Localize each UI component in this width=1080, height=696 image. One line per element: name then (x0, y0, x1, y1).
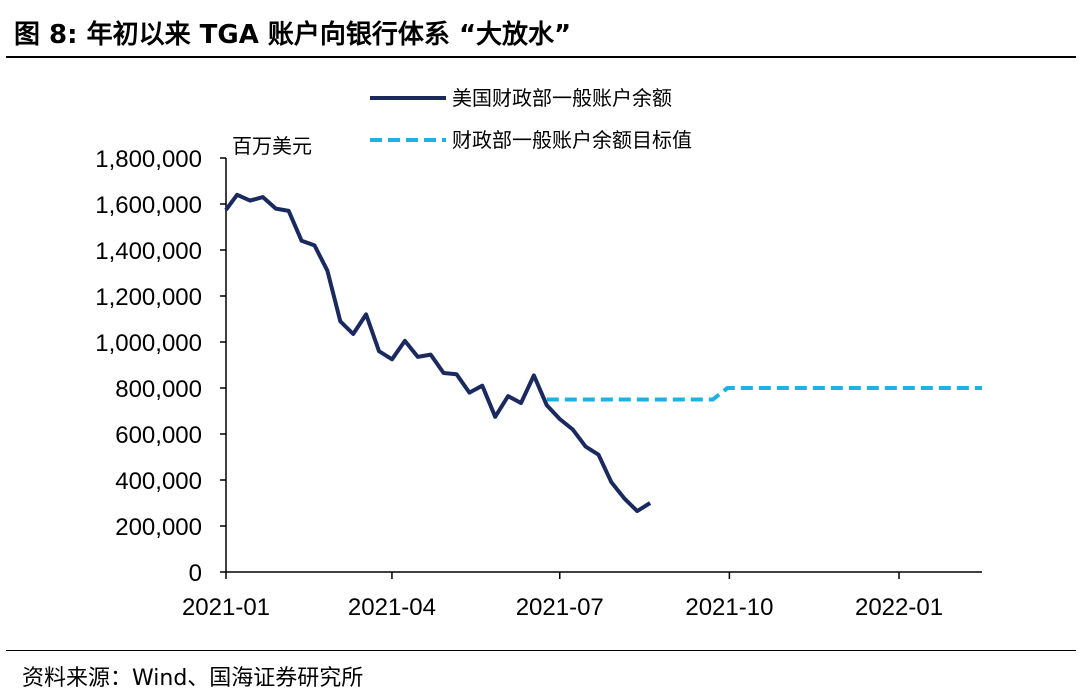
x-tick-label: 2021-07 (516, 594, 604, 621)
x-tick-label: 2021-01 (182, 594, 270, 621)
y-unit-label: 百万美元 (232, 134, 312, 158)
source-note: 资料来源：Wind、国海证券研究所 (22, 666, 364, 691)
y-tick-label: 1,200,000 (95, 284, 202, 311)
title-rule (6, 56, 1076, 58)
y-tick-label: 1,400,000 (95, 238, 202, 265)
y-tick-label: 1,600,000 (95, 192, 202, 219)
y-tick-label: 200,000 (115, 514, 202, 541)
x-tick-label: 2022-01 (855, 594, 943, 621)
x-tick-label: 2021-10 (685, 594, 773, 621)
tga-line-chart: 0 200,000 400,000 600,000 800,000 1,000,000 1,… (95, 86, 982, 621)
legend-label: 财政部一般账户余额目标值 (452, 128, 692, 152)
series-layer (224, 192, 982, 514)
legend-label: 美国财政部一般账户余额 (452, 86, 672, 110)
y-tick-label: 800,000 (115, 376, 202, 403)
y-tick-label: 1,000,000 (95, 330, 202, 357)
y-tick-label: 600,000 (115, 422, 202, 449)
figure-title: 图 8: 年初以来 TGA 账户向银行体系 “大放水” (14, 20, 572, 50)
x-tick-label: 2021-04 (348, 594, 436, 621)
series-line-tga-balance (224, 192, 652, 514)
y-tick-label: 0 (189, 560, 202, 587)
y-tick-label: 400,000 (115, 468, 202, 495)
chart-axes: 0 200,000 400,000 600,000 800,000 1,000,000 1,… (95, 146, 982, 621)
series-line-tga-target (546, 386, 982, 402)
source-rule (6, 650, 1076, 651)
y-tick-label: 1,800,000 (95, 146, 202, 173)
